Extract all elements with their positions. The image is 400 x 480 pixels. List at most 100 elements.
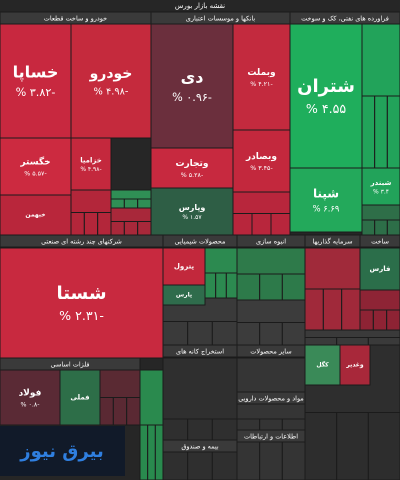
tile xyxy=(386,219,400,236)
stock-name: خزامیا xyxy=(80,157,102,165)
tile xyxy=(304,337,338,346)
stock-change: -۳.۸۲ % xyxy=(16,86,56,99)
tile xyxy=(225,272,238,299)
tile xyxy=(99,397,114,426)
stock-name: وغدیر xyxy=(345,362,364,369)
tile xyxy=(270,213,291,236)
sector-name: استخراج کانه های xyxy=(176,348,224,356)
tile xyxy=(97,212,112,236)
stock-tile xyxy=(304,344,341,386)
tile xyxy=(372,309,388,331)
stock-change: ۳.۴ % xyxy=(373,188,389,195)
tile xyxy=(110,198,125,209)
sector-name: سایر محصولات xyxy=(250,348,291,356)
tile xyxy=(204,272,217,299)
tile xyxy=(336,337,369,346)
tile xyxy=(336,412,369,480)
stock-tile xyxy=(70,137,112,191)
stock-name: خودرو xyxy=(89,66,133,82)
stock-name: شستا xyxy=(56,283,106,304)
stock-name: فولاد xyxy=(19,389,42,399)
tile xyxy=(361,219,376,236)
tile xyxy=(304,412,338,480)
tile xyxy=(232,213,253,236)
stock-tile xyxy=(339,344,371,386)
stock-change: -۵.۲۸ % xyxy=(181,172,203,179)
tile xyxy=(147,424,156,480)
sector-name: فراورده های نفتی، کک و سوخت xyxy=(301,15,389,23)
watermark: بیرق نیوز xyxy=(19,441,103,462)
stock-name: پارس xyxy=(176,292,192,299)
stock-name: شتران xyxy=(297,76,355,97)
tile xyxy=(123,198,139,209)
tile xyxy=(259,273,283,301)
sector-name: اطلاعات و ارتباطات xyxy=(244,433,298,441)
tile xyxy=(137,198,152,209)
sector-name: بانکها و موسسات اعتباری xyxy=(186,15,256,23)
stock-tile xyxy=(232,129,291,193)
sector-header xyxy=(236,429,306,443)
tile xyxy=(367,337,400,346)
stock-change: ۶.۶۹ % xyxy=(313,204,340,214)
tile xyxy=(386,309,400,331)
tile xyxy=(374,219,388,236)
tile xyxy=(281,322,306,346)
stock-tile xyxy=(162,247,206,286)
tile xyxy=(374,95,388,169)
stock-tile xyxy=(0,369,61,426)
tile xyxy=(236,322,261,346)
stock-name: پترول xyxy=(174,263,195,271)
stock-name: فملی xyxy=(70,394,90,402)
stock-name: وپارس xyxy=(179,203,206,213)
tile xyxy=(83,212,99,236)
tile xyxy=(139,424,149,480)
sector-name: انبوه سازی xyxy=(256,238,286,246)
tile xyxy=(236,418,261,480)
tile xyxy=(154,424,164,480)
sector-header xyxy=(236,391,306,405)
stock-name: شبندر xyxy=(370,179,392,187)
sector-header xyxy=(359,234,400,248)
stock-change: -۰.۹۶ % xyxy=(172,91,212,104)
tile xyxy=(322,288,343,331)
stock-tile xyxy=(150,187,234,236)
stock-change: ۱.۵۷ % xyxy=(182,214,202,221)
tile xyxy=(126,397,141,426)
watermark-box xyxy=(0,426,125,476)
stock-change: -۴.۲۱ % xyxy=(250,81,272,88)
tile xyxy=(386,95,400,169)
stock-tile xyxy=(359,247,400,291)
stock-tile xyxy=(59,369,101,426)
tile xyxy=(110,221,125,236)
sector-name: فلزات اساسی xyxy=(51,361,90,369)
tile xyxy=(215,272,227,299)
tile xyxy=(236,273,261,301)
stock-name: فارس xyxy=(370,265,391,273)
stock-tile xyxy=(0,23,72,139)
stock-change: -۲.۳۱ % xyxy=(59,308,104,323)
tile xyxy=(341,288,361,331)
stock-tile xyxy=(289,167,363,233)
sector-name: محصولات شیمیایی xyxy=(175,238,226,246)
tile xyxy=(259,418,283,480)
sector-name: بیمه و صندوق xyxy=(181,443,219,451)
tile xyxy=(304,288,324,331)
sector-header xyxy=(162,439,238,453)
stock-tile xyxy=(162,284,206,306)
stock-name: دی xyxy=(181,68,204,87)
sector-name: خودرو و ساخت قطعات xyxy=(44,15,107,23)
stock-name: شپنا xyxy=(313,187,339,201)
tile xyxy=(112,397,128,426)
tile xyxy=(251,213,272,236)
tile xyxy=(123,221,139,236)
tile xyxy=(281,418,306,480)
sector-name: مواد و محصولات دارویی xyxy=(238,395,304,403)
tile xyxy=(367,412,400,480)
tile xyxy=(211,321,238,346)
tile xyxy=(187,321,213,346)
stock-change: -۴.۹۸ % xyxy=(94,87,129,98)
sector-name: ساخت xyxy=(371,238,389,246)
tile xyxy=(281,273,306,301)
tile xyxy=(162,321,189,346)
